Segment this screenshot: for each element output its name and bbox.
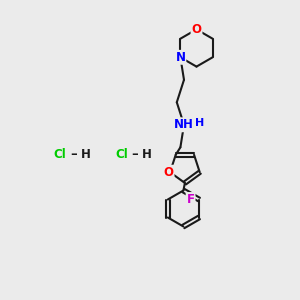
Text: Cl: Cl — [115, 148, 128, 161]
Text: H: H — [195, 118, 204, 128]
Text: H: H — [81, 148, 90, 161]
Text: F: F — [187, 193, 195, 206]
Text: O: O — [164, 166, 174, 179]
Text: O: O — [191, 23, 202, 36]
Text: –: – — [70, 148, 77, 161]
Text: NH: NH — [174, 118, 194, 131]
Text: H: H — [142, 148, 152, 161]
Text: N: N — [176, 51, 185, 64]
Text: Cl: Cl — [54, 148, 66, 161]
Text: –: – — [132, 148, 138, 161]
